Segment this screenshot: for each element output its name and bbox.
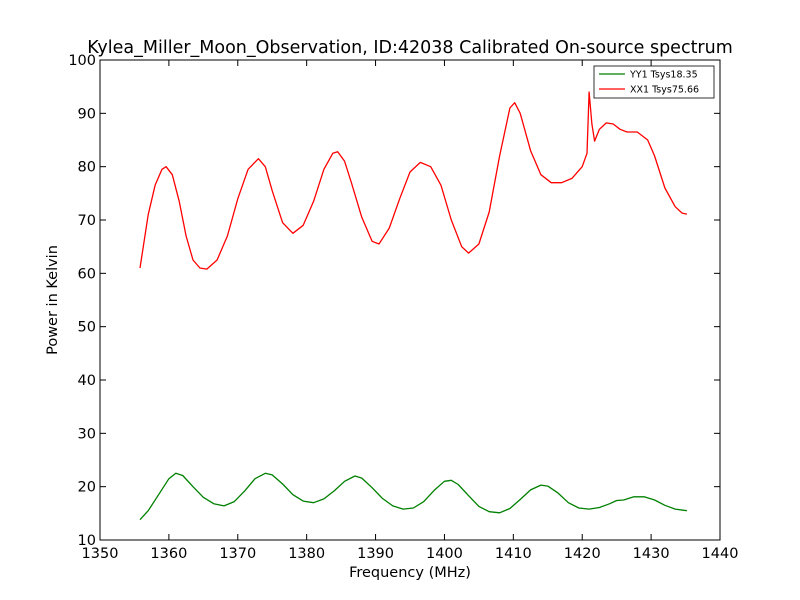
- y-axis-ticks: 10 20 30 40 50 60 70 80 90 100: [68, 53, 720, 549]
- x-tick-label: 1350: [82, 546, 119, 562]
- y-tick-label: 100: [68, 53, 96, 69]
- y-tick-label: 40: [78, 373, 96, 389]
- legend-box: [593, 65, 715, 99]
- x-tick-label: 1370: [219, 546, 256, 562]
- y-tick-label: 70: [78, 213, 96, 229]
- x-axis-ticks: 1350 1360 1370 1380 1390 1400 1410 1420 1430 1440: [82, 60, 739, 562]
- series-line-xx1: [139, 91, 688, 270]
- x-tick-label: 1360: [150, 546, 187, 562]
- y-tick-label: 50: [78, 320, 96, 336]
- legend: YY1 Tsys18.35 XX1 Tsys75.66: [593, 65, 715, 99]
- y-tick-label: 20: [78, 480, 96, 496]
- y-tick-label: 80: [78, 160, 96, 176]
- x-tick-label: 1390: [357, 546, 394, 562]
- x-tick-label: 1430: [633, 546, 670, 562]
- plot-area-frame: [99, 59, 721, 541]
- y-tick-label: 90: [78, 106, 96, 122]
- series-line-yy1: [139, 472, 687, 521]
- x-tick-label: 1400: [426, 546, 463, 562]
- y-tick-label: 60: [78, 266, 96, 282]
- x-tick-label: 1420: [564, 546, 601, 562]
- y-tick-label: 30: [78, 426, 96, 442]
- chart-title: Kylea_Miller_Moon_Observation, ID:42038 …: [87, 38, 733, 58]
- x-tick-label: 1380: [288, 546, 325, 562]
- legend-label-yy1: YY1 Tsys18.35: [629, 70, 698, 81]
- x-tick-label: 1440: [702, 546, 739, 562]
- legend-label-xx1: XX1 Tsys75.66: [630, 85, 699, 96]
- y-axis-label: Power in Kelvin: [45, 245, 61, 355]
- x-tick-label: 1410: [495, 546, 532, 562]
- x-axis-label: Frequency (MHz): [349, 565, 471, 581]
- y-tick-label: 10: [78, 533, 96, 549]
- plot-lines: [139, 91, 688, 521]
